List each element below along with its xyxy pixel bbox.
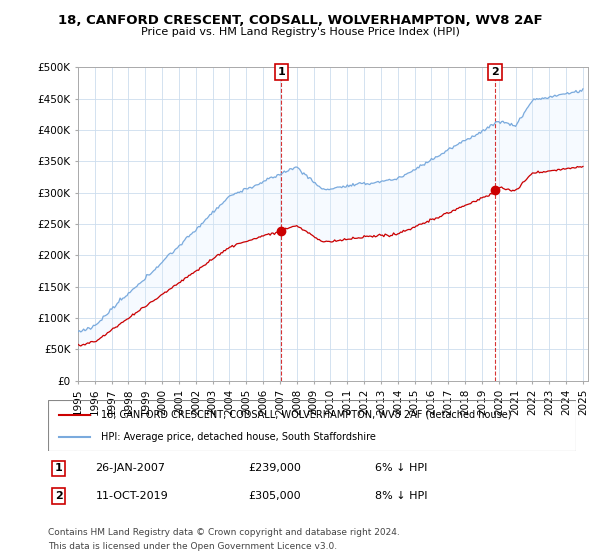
Text: 2: 2 (491, 67, 499, 77)
Text: HPI: Average price, detached house, South Staffordshire: HPI: Average price, detached house, Sout… (101, 432, 376, 442)
Text: 1: 1 (55, 463, 62, 473)
Text: Contains HM Land Registry data © Crown copyright and database right 2024.: Contains HM Land Registry data © Crown c… (48, 528, 400, 537)
Text: 18, CANFORD CRESCENT, CODSALL, WOLVERHAMPTON, WV8 2AF (detached house): 18, CANFORD CRESCENT, CODSALL, WOLVERHAM… (101, 409, 511, 419)
Text: 2: 2 (55, 491, 62, 501)
Text: 6% ↓ HPI: 6% ↓ HPI (376, 463, 428, 473)
Text: 1: 1 (277, 67, 285, 77)
Text: £239,000: £239,000 (248, 463, 302, 473)
Text: 18, CANFORD CRESCENT, CODSALL, WOLVERHAMPTON, WV8 2AF: 18, CANFORD CRESCENT, CODSALL, WOLVERHAM… (58, 14, 542, 27)
Text: 8% ↓ HPI: 8% ↓ HPI (376, 491, 428, 501)
Text: Price paid vs. HM Land Registry's House Price Index (HPI): Price paid vs. HM Land Registry's House … (140, 27, 460, 37)
Text: This data is licensed under the Open Government Licence v3.0.: This data is licensed under the Open Gov… (48, 542, 337, 551)
Text: £305,000: £305,000 (248, 491, 301, 501)
Text: 26-JAN-2007: 26-JAN-2007 (95, 463, 166, 473)
Text: 11-OCT-2019: 11-OCT-2019 (95, 491, 168, 501)
